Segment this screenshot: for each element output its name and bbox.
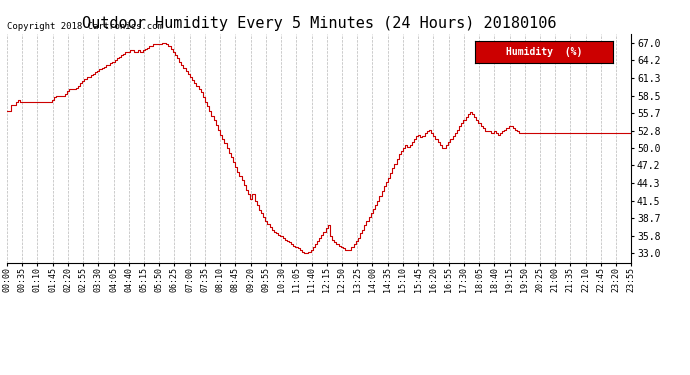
Text: Copyright 2018 Cartronics.com: Copyright 2018 Cartronics.com bbox=[7, 22, 163, 32]
Title: Outdoor Humidity Every 5 Minutes (24 Hours) 20180106: Outdoor Humidity Every 5 Minutes (24 Hou… bbox=[82, 16, 556, 31]
